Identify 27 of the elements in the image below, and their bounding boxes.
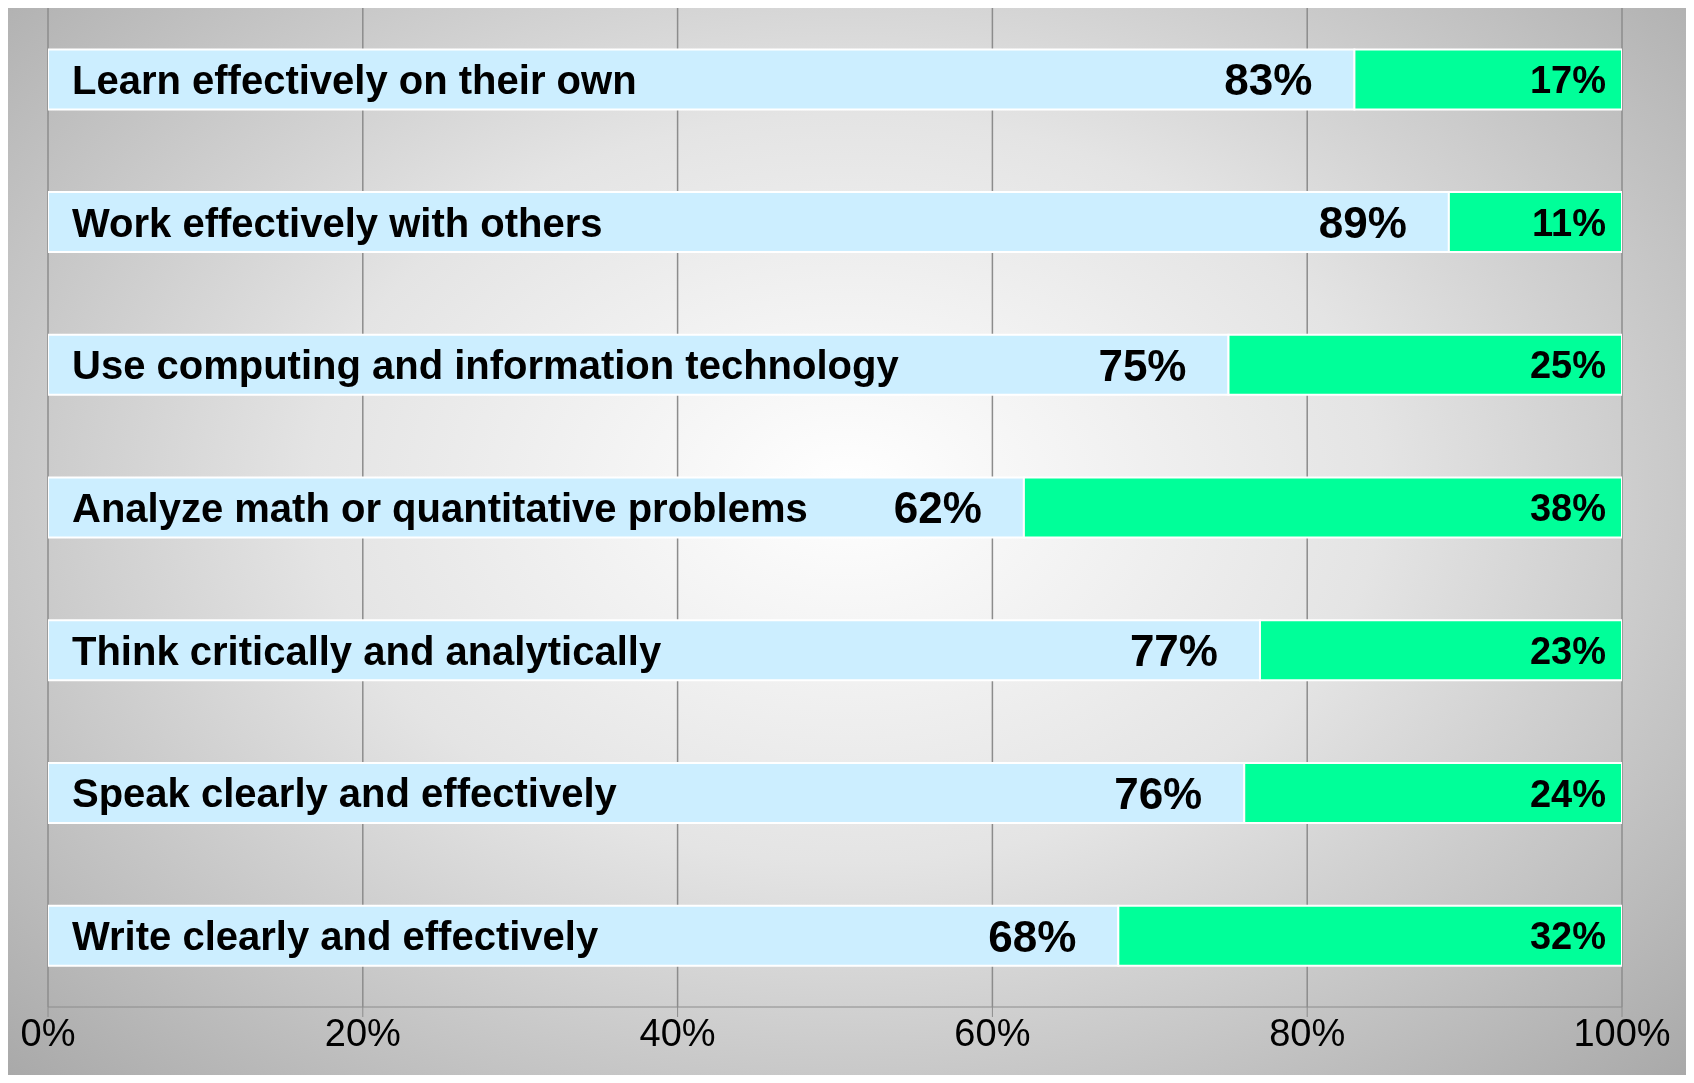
data-label: 25% xyxy=(1529,344,1606,387)
y-tick-label: Learn effectively on their own xyxy=(72,57,637,102)
x-tick-label: 60% xyxy=(954,1011,1031,1054)
data-label: 89% xyxy=(1318,197,1407,247)
data-label: 24% xyxy=(1529,772,1606,815)
data-label: 77% xyxy=(1129,626,1218,676)
y-tick-label: Write clearly and effectively xyxy=(72,914,599,959)
x-tick-label: 80% xyxy=(1269,1011,1346,1054)
x-tick-label: 100% xyxy=(1573,1011,1671,1054)
data-label: 68% xyxy=(988,911,1077,961)
y-tick-label: Speak clearly and effectively xyxy=(72,771,618,816)
y-tick-label: Think critically and analytically xyxy=(72,628,662,673)
x-tick-label: 0% xyxy=(20,1011,76,1054)
data-label: 76% xyxy=(1114,768,1203,818)
data-label: 83% xyxy=(1224,55,1313,105)
data-label: 38% xyxy=(1529,487,1606,530)
data-label: 11% xyxy=(1532,201,1606,244)
data-label: 75% xyxy=(1098,340,1187,390)
data-label: 62% xyxy=(893,483,982,533)
y-tick-label: Use computing and information technology xyxy=(72,343,900,388)
y-tick-label: Analyze math or quantitative problems xyxy=(72,485,808,530)
x-tick-label: 20% xyxy=(324,1011,401,1054)
y-tick-label: Work effectively with others xyxy=(72,200,603,245)
data-label: 32% xyxy=(1529,915,1606,958)
data-label: 23% xyxy=(1529,629,1606,672)
x-tick-label: 40% xyxy=(639,1011,716,1054)
data-label: 17% xyxy=(1529,59,1606,102)
